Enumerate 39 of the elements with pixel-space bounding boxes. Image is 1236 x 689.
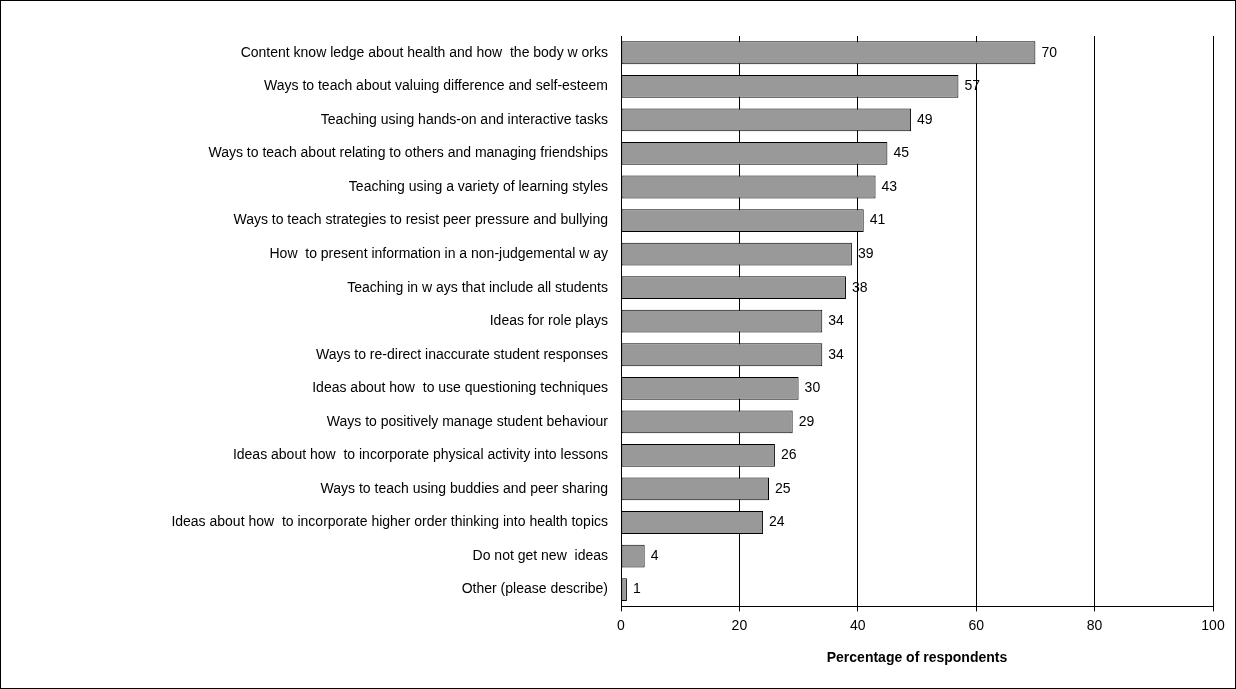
- y-tick-label: Ways to teach strategies to resist peer pressure and bullying: [233, 211, 608, 228]
- data-label: 24: [769, 513, 785, 530]
- y-tick-label: Ideas for role plays: [489, 312, 608, 329]
- data-label: 34: [828, 312, 845, 329]
- x-axis-title: Percentage of respondents: [826, 649, 1008, 666]
- y-tick-label: Do not get new ideas: [472, 546, 608, 563]
- data-label: 26: [780, 446, 797, 463]
- y-tick-label: Ideas about how to use questioning techniques: [312, 379, 608, 396]
- y-tick-label: Ways to teach about relating to others and managing friendships: [208, 144, 608, 161]
- data-label: 29: [798, 412, 815, 429]
- y-tick-label: How to present information in a non-judgemental w ay: [269, 244, 608, 261]
- x-tick-label: 40: [850, 616, 866, 633]
- x-tick-label: 100: [1201, 616, 1225, 633]
- y-tick-label: Ways to teach about valuing difference and self-esteem: [264, 77, 608, 94]
- y-tick-label: Ideas about how to incorporate higher order thinking into health topics: [171, 513, 608, 530]
- x-tick-label: 80: [1086, 616, 1103, 633]
- data-label: 43: [881, 177, 898, 194]
- y-tick-label: Ways to re-direct inaccurate student responses: [315, 345, 608, 362]
- data-label: 25: [775, 479, 791, 496]
- data-label: 39: [857, 244, 874, 261]
- y-tick-label: Ways to positively manage student behaviour: [326, 412, 609, 429]
- x-tick-label: 20: [731, 616, 748, 633]
- data-label: 30: [804, 379, 821, 396]
- y-tick-label: Teaching using hands-on and interactive tasks: [320, 110, 608, 127]
- data-label: 34: [828, 345, 845, 362]
- y-tick-label: Teaching in w ays that include all students: [347, 278, 608, 295]
- data-label: 4: [650, 546, 659, 563]
- data-label: 49: [917, 110, 933, 127]
- data-label: 1: [632, 580, 641, 597]
- x-tick-label: 0: [617, 616, 626, 633]
- data-label: 70: [1041, 43, 1058, 60]
- y-tick-label: Other (please describe): [461, 580, 608, 597]
- y-tick-label: Ways to teach using buddies and peer sharing: [320, 479, 608, 496]
- data-label: 45: [893, 144, 910, 161]
- x-tick-label: 60: [968, 616, 985, 633]
- data-label: 41: [869, 211, 886, 228]
- y-tick-label: Teaching using a variety of learning styles: [348, 177, 608, 194]
- y-tick-label: Ideas about how to incorporate physical activity into lessons: [232, 446, 608, 463]
- y-tick-label: Content know ledge about health and how the body w orks: [240, 43, 608, 60]
